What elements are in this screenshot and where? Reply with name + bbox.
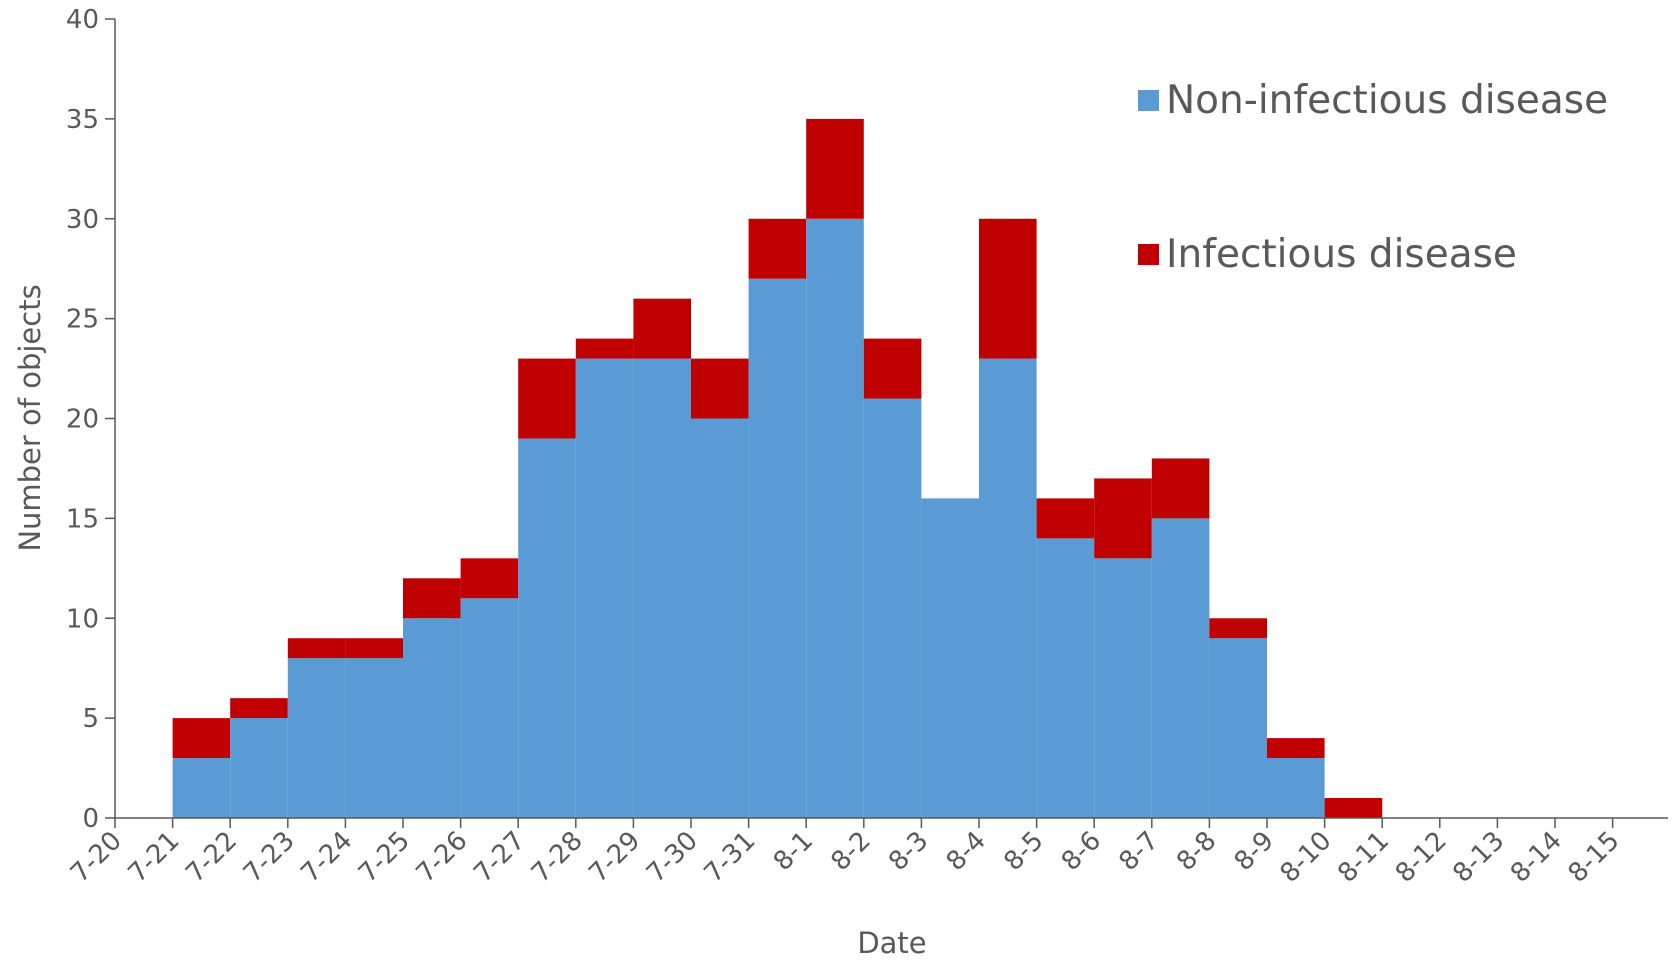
y-axis-title: Number of objects [13, 284, 47, 551]
y-tick-label: 30 [66, 205, 99, 235]
y-tick-label: 20 [66, 405, 99, 435]
legend-swatch [1138, 90, 1159, 111]
x-axis-title: Date [857, 926, 926, 960]
bar-segment [230, 698, 288, 719]
legend-label: Infectious disease [1166, 232, 1517, 277]
bar-segment [691, 358, 749, 419]
bar-segment [1267, 738, 1325, 759]
x-tick-label: 7-21 [123, 826, 186, 889]
bar-segment [575, 338, 634, 359]
bar-segment [633, 358, 691, 818]
bar-segment [1209, 638, 1267, 818]
legend-label: Non-infectious disease [1166, 78, 1608, 123]
x-tick-label: 7-23 [238, 826, 301, 889]
bar-segment [748, 278, 807, 818]
x-tick-label: 8-14 [1505, 826, 1568, 889]
bar-segment [403, 578, 461, 619]
x-tick-label: 8-1 [768, 826, 819, 877]
bar-segment [518, 438, 576, 818]
x-tick-label: 8-2 [826, 826, 877, 877]
x-tick-label: 7-31 [699, 826, 762, 889]
bar-segment [460, 558, 519, 599]
legend-swatch [1138, 244, 1159, 265]
x-tick-label: 7-22 [180, 826, 243, 889]
bar-segment [518, 358, 576, 439]
x-tick-label: 7-24 [295, 826, 358, 889]
x-tick-label: 8-4 [941, 826, 992, 877]
x-tick-label: 8-9 [1229, 826, 1280, 877]
x-tick-label: 7-29 [583, 826, 646, 889]
bar-segment [979, 358, 1037, 818]
bar-segment [863, 398, 922, 818]
bar-segment [806, 118, 864, 219]
y-tick-label: 10 [66, 604, 99, 634]
bar-segment [403, 618, 461, 818]
bar-segment [345, 658, 403, 818]
x-tick-label: 8-15 [1563, 826, 1626, 889]
bar-segment [1094, 478, 1152, 559]
y-tick-label: 35 [66, 105, 99, 135]
x-tick-label: 8-11 [1332, 826, 1395, 889]
bar-segment [1036, 538, 1095, 818]
bar-segment [633, 298, 691, 359]
bar-segment [287, 658, 346, 818]
x-tick-label: 8-10 [1275, 826, 1338, 889]
bar-segment [287, 638, 346, 659]
x-tick-label: 7-27 [468, 826, 531, 889]
bar-segment [1094, 558, 1152, 818]
x-tick-label: 7-26 [411, 826, 474, 889]
bar-segment [748, 218, 807, 279]
bar-segment [979, 218, 1037, 359]
bar-segment [806, 218, 864, 818]
x-tick-label: 8-7 [1114, 826, 1165, 877]
x-tick-label: 8-6 [1056, 826, 1107, 877]
bar-segment [172, 758, 231, 818]
bar-segment [863, 338, 922, 399]
bar-segment [1036, 498, 1095, 539]
bar-segment [1324, 798, 1383, 818]
y-tick-label: 40 [66, 5, 99, 35]
y-tick-label: 5 [82, 704, 99, 734]
x-tick-label: 8-3 [883, 826, 934, 877]
bar-segment [921, 498, 979, 818]
bar-segment [1267, 758, 1325, 818]
bar-segment [691, 418, 749, 818]
x-tick-label: 7-25 [353, 826, 416, 889]
bar-segment [1151, 518, 1210, 818]
bar-segment [460, 598, 519, 818]
y-tick-label: 15 [66, 504, 99, 534]
bar-segment [1209, 618, 1267, 639]
bar-segment [1151, 458, 1210, 519]
bar-segment [230, 718, 288, 818]
x-tick-label: 8-12 [1390, 826, 1453, 889]
x-tick-label: 7-28 [526, 826, 589, 889]
y-tick-label: 0 [82, 804, 99, 834]
x-tick-label: 7-30 [641, 826, 704, 889]
x-tick-label: 8-13 [1447, 826, 1510, 889]
bar-segment [575, 358, 634, 818]
x-tick-label: 8-8 [1171, 826, 1222, 877]
y-tick-label: 25 [66, 305, 99, 335]
x-tick-label: 8-5 [998, 826, 1049, 877]
x-tick-label: 7-20 [65, 826, 128, 889]
bar-segment [172, 718, 231, 759]
bar-segment [345, 638, 403, 659]
